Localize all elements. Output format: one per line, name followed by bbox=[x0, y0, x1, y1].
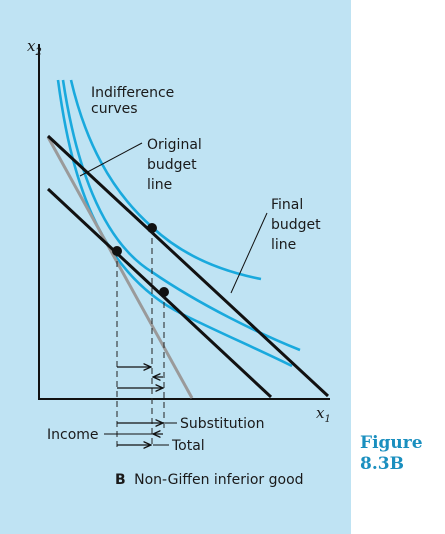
x-axis-label: x1 bbox=[316, 404, 331, 425]
figure-number-line1: Figure bbox=[360, 433, 423, 453]
label-final-1: Final bbox=[271, 197, 303, 213]
figure-caption: B Non-Giffen inferior good bbox=[115, 472, 304, 488]
label-substitution: Substitution bbox=[180, 416, 265, 432]
label-income: Income bbox=[47, 427, 99, 443]
point-final-choice bbox=[147, 223, 157, 233]
label-original-3: line bbox=[147, 177, 172, 193]
figure-number-line2: 8.3B bbox=[360, 454, 404, 474]
leader-original bbox=[79, 142, 143, 177]
leader-final bbox=[230, 212, 268, 294]
label-final-2: budget bbox=[271, 217, 321, 233]
diagram-svg: x2 x1 Substitution Income Total Indiffer… bbox=[27, 37, 331, 488]
compensated-budget-line bbox=[46, 136, 194, 399]
y-axis-label: x2 bbox=[27, 37, 42, 58]
label-indifference-curves-2: curves bbox=[91, 101, 138, 117]
figure-number: Figure 8.3B bbox=[360, 433, 444, 475]
label-original-1: Original bbox=[147, 137, 202, 153]
point-original-choice bbox=[112, 246, 122, 256]
label-total: Total bbox=[171, 438, 205, 454]
label-indifference-curves: Indifference bbox=[91, 85, 174, 101]
label-original-2: budget bbox=[147, 157, 197, 173]
label-final-3: line bbox=[271, 237, 296, 253]
indifference-curve-1 bbox=[56, 79, 293, 368]
indifference-curve-2 bbox=[61, 79, 301, 352]
point-compensated-choice bbox=[159, 287, 169, 297]
final-budget-line bbox=[46, 134, 330, 398]
